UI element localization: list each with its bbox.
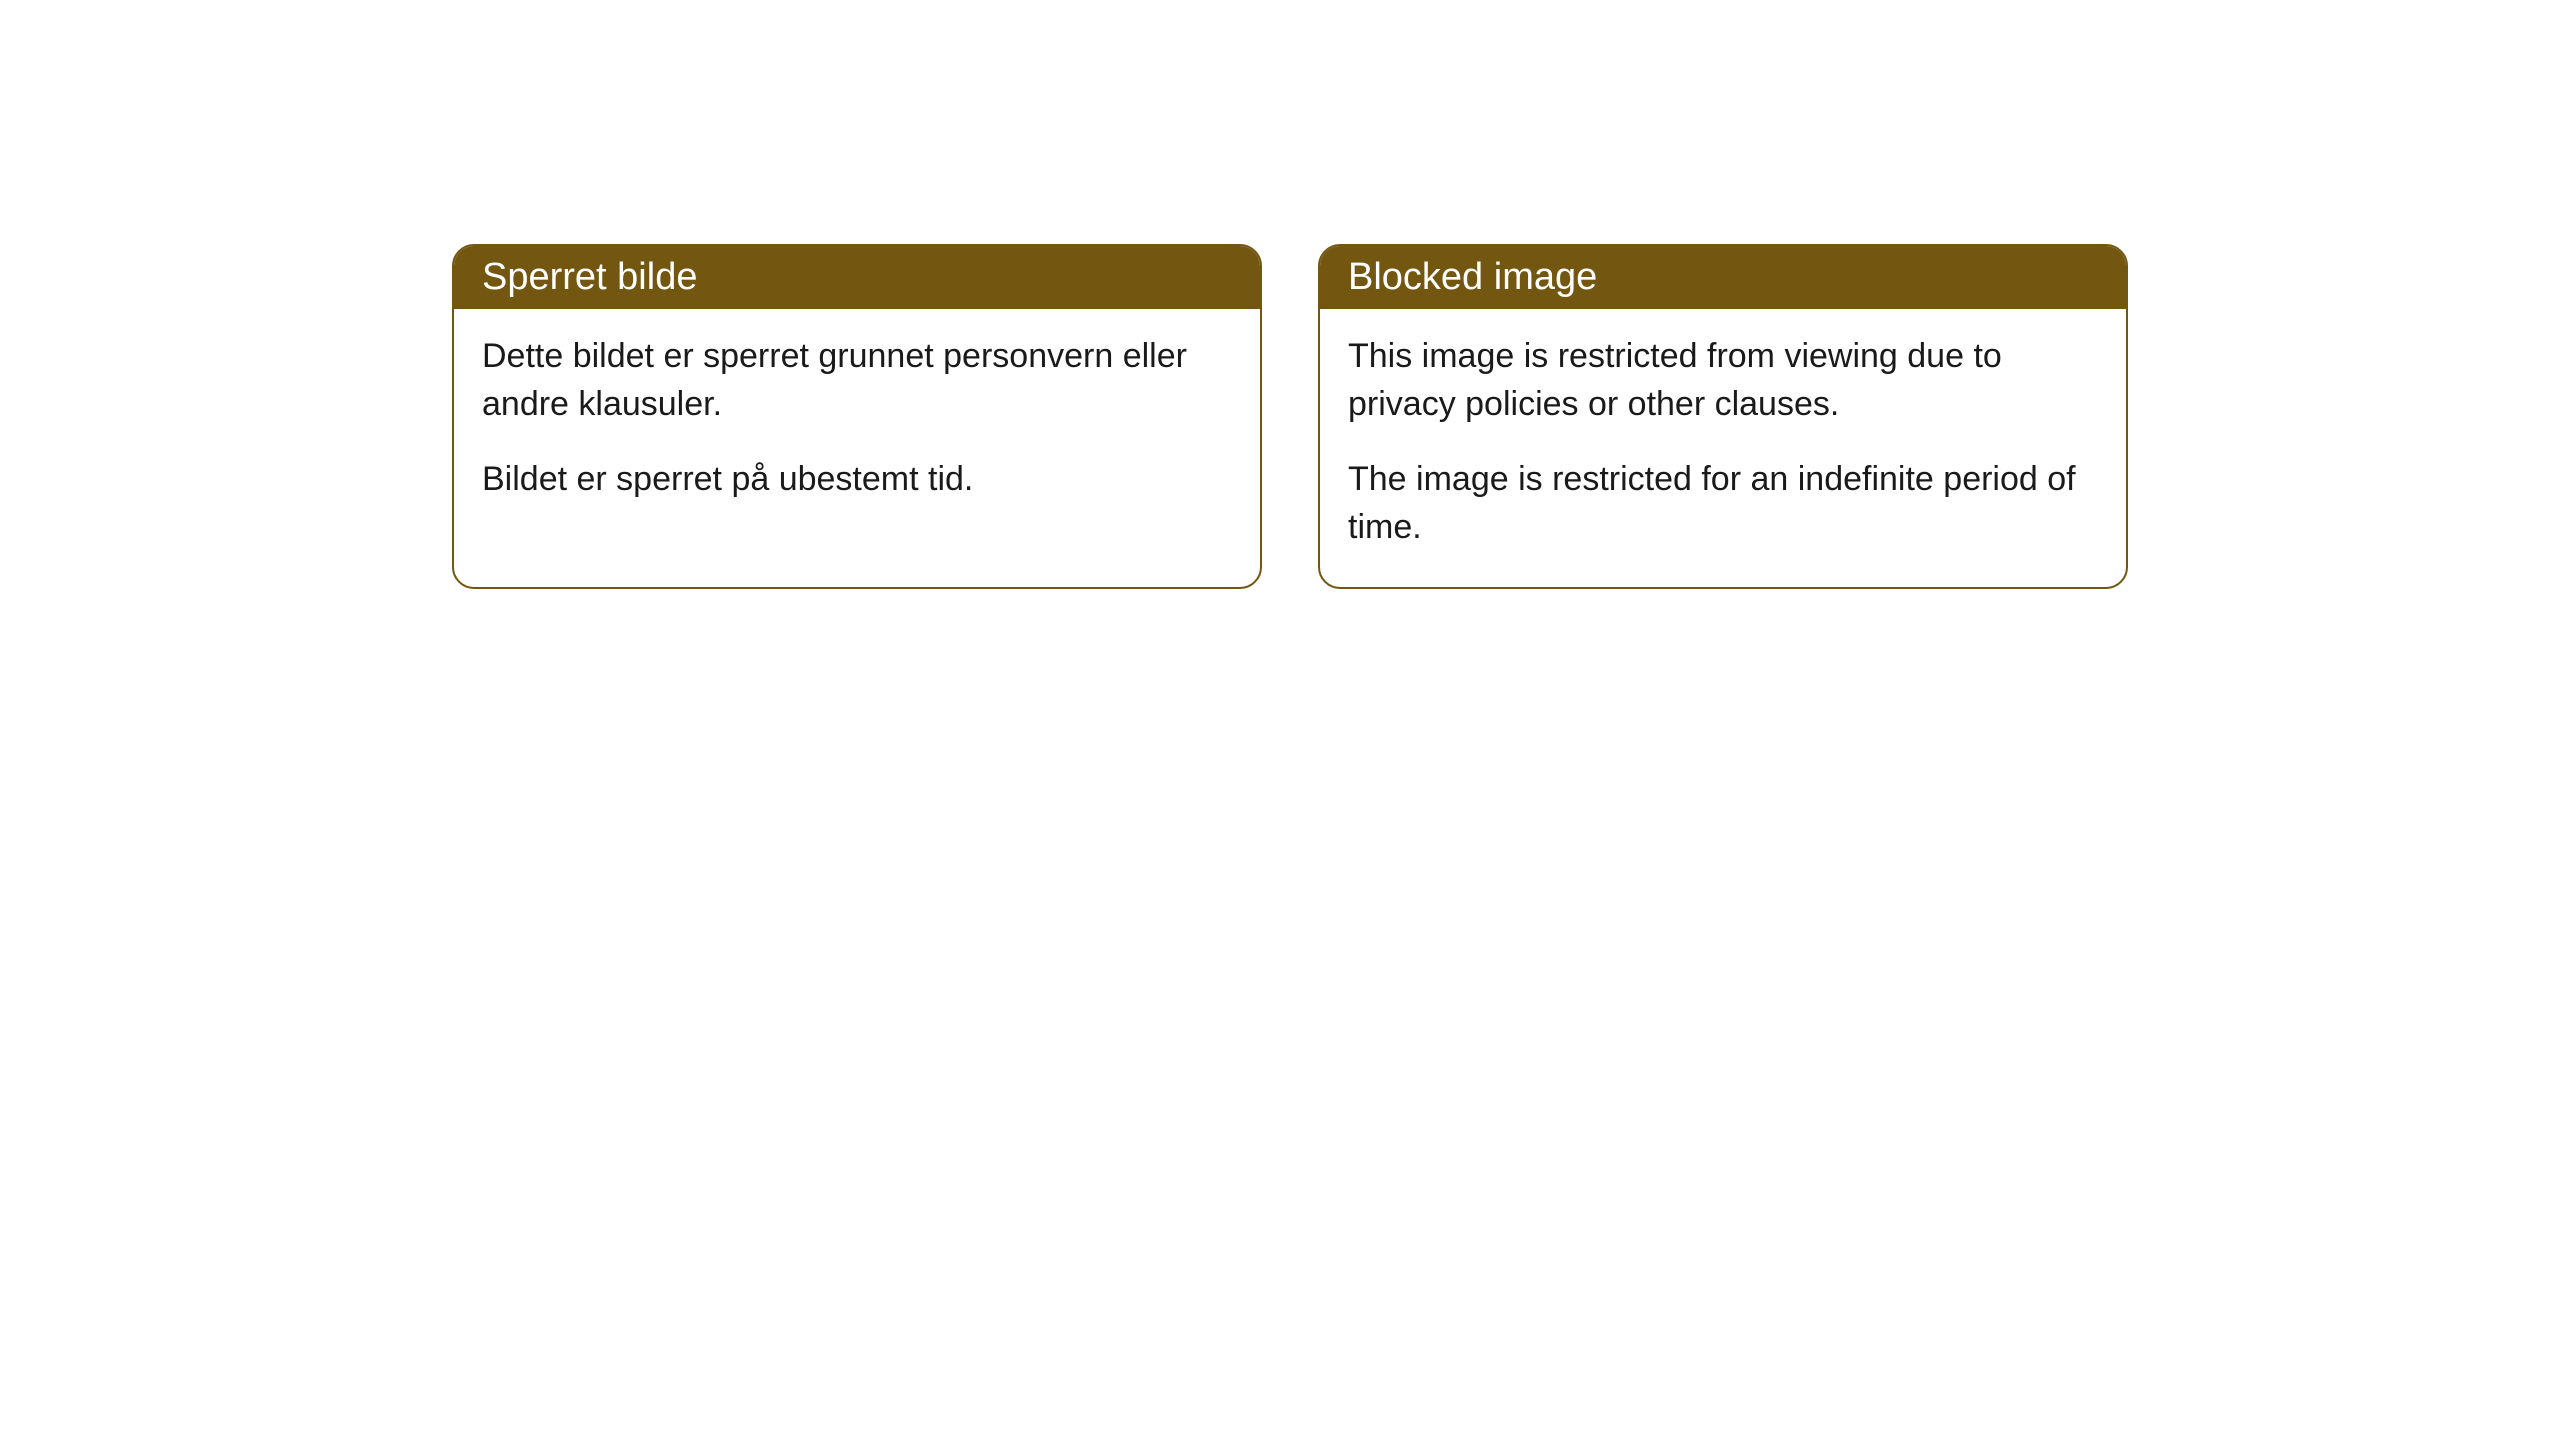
card-body: Dette bildet er sperret grunnet personve… <box>454 309 1260 540</box>
cards-container: Sperret bilde Dette bildet er sperret gr… <box>452 244 2128 589</box>
card-paragraph: This image is restricted from viewing du… <box>1348 333 2098 428</box>
notice-card-english: Blocked image This image is restricted f… <box>1318 244 2128 589</box>
card-paragraph: The image is restricted for an indefinit… <box>1348 456 2098 551</box>
card-paragraph: Dette bildet er sperret grunnet personve… <box>482 333 1232 428</box>
notice-card-norwegian: Sperret bilde Dette bildet er sperret gr… <box>452 244 1262 589</box>
card-header: Sperret bilde <box>454 246 1260 309</box>
card-title: Blocked image <box>1348 256 1597 298</box>
card-title: Sperret bilde <box>482 256 697 298</box>
card-paragraph: Bildet er sperret på ubestemt tid. <box>482 456 1232 504</box>
card-body: This image is restricted from viewing du… <box>1320 309 2126 587</box>
card-header: Blocked image <box>1320 246 2126 309</box>
